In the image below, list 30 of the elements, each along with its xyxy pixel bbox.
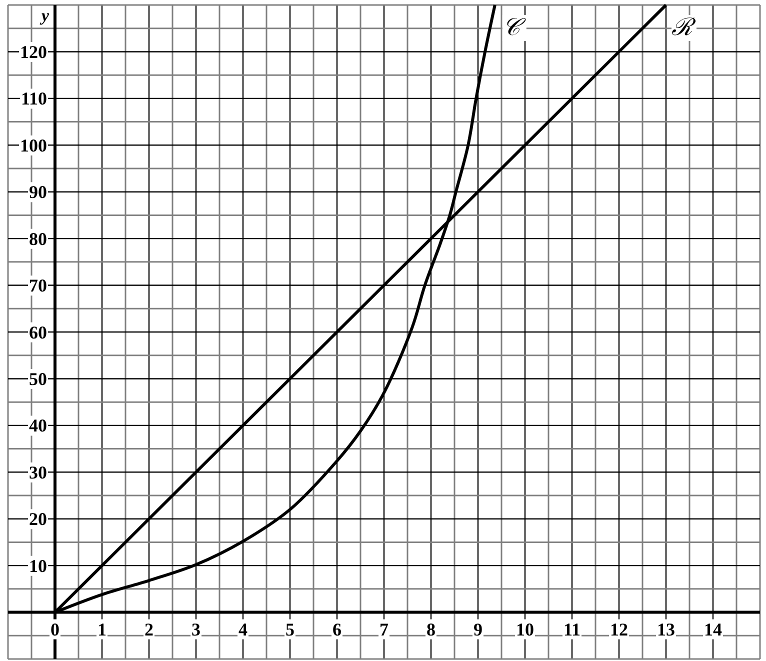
series-label: ℛ [672, 15, 696, 41]
x-tick-label: 5 [286, 619, 294, 640]
y-axis-title: y [39, 6, 50, 25]
x-tick-label: 1 [98, 619, 106, 640]
y-tick-label: 100 [20, 135, 47, 156]
x-tick-label: 12 [610, 619, 628, 640]
y-tick-label: 30 [29, 462, 47, 482]
y-tick-label: 70 [29, 276, 47, 296]
x-tick-label: 11 [563, 619, 581, 640]
x-tick-label: 7 [380, 619, 388, 640]
x-tick-label: 0 [50, 619, 60, 640]
y-tick-label: 50 [29, 369, 47, 390]
y-tick-label: 40 [29, 416, 47, 436]
series-label: 𝒞 [502, 15, 526, 41]
x-tick-label: 8 [426, 619, 436, 640]
y-tick-label: 20 [29, 509, 47, 530]
y-tick-label: 90 [29, 182, 47, 202]
x-tick-label: 2 [144, 619, 154, 640]
y-tick-label: 80 [29, 228, 47, 249]
y-tick-label: 110 [20, 88, 47, 109]
y-tick-label: 10 [29, 556, 47, 576]
y-tick-label: 120 [20, 42, 47, 62]
y-tick-label: 60 [29, 322, 47, 342]
x-tick-label: 4 [238, 619, 248, 640]
x-tick-label: 6 [332, 619, 342, 640]
x-tick-label: 10 [516, 619, 534, 640]
x-tick-label: 9 [474, 619, 482, 640]
x-tick-label: 14 [704, 619, 722, 640]
x-tick-label: 3 [192, 619, 200, 640]
x-tick-label: 13 [657, 619, 675, 640]
